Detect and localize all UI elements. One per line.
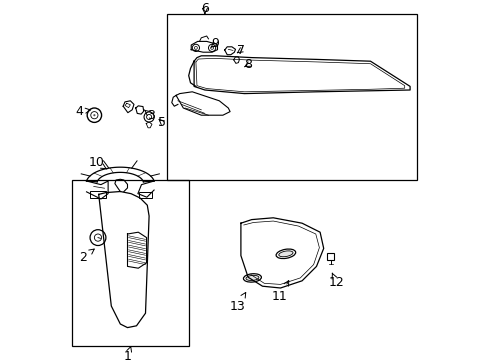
Text: 1: 1 — [123, 347, 131, 360]
Bar — [326, 253, 334, 260]
Bar — [167, 14, 416, 180]
Text: 6: 6 — [201, 3, 208, 15]
Text: 10: 10 — [88, 156, 107, 169]
Text: 13: 13 — [229, 293, 245, 312]
Ellipse shape — [245, 275, 258, 280]
Text: 3: 3 — [144, 109, 155, 122]
Text: 12: 12 — [328, 273, 344, 289]
Bar — [90, 191, 106, 198]
Bar — [139, 192, 151, 198]
Text: 4: 4 — [75, 105, 90, 118]
Text: 2: 2 — [79, 249, 94, 264]
Text: 11: 11 — [271, 280, 288, 303]
Text: 9: 9 — [211, 37, 219, 50]
Text: 5: 5 — [158, 116, 166, 129]
Text: 7: 7 — [236, 44, 244, 57]
Circle shape — [93, 114, 95, 116]
Ellipse shape — [278, 251, 292, 257]
Bar — [72, 180, 188, 346]
Text: 8: 8 — [244, 58, 252, 71]
